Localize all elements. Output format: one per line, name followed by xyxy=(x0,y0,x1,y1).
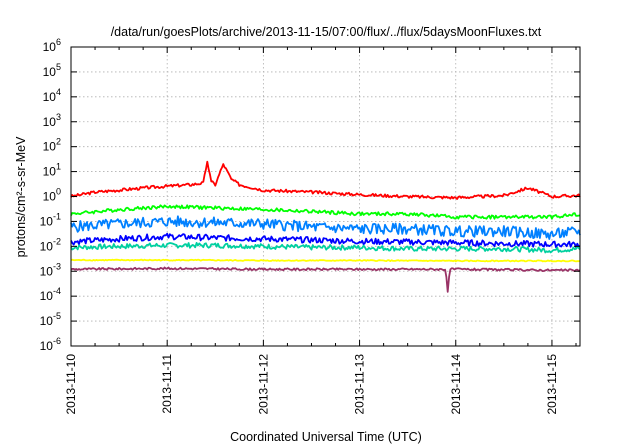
y-axis-ticks: 106 105 104 103 102 101 100 10-1 10-2 10-3 10-4 10-… xyxy=(40,37,580,353)
series-line-4 xyxy=(70,232,581,249)
x-tick-label: 2013-11-12 xyxy=(256,354,270,415)
chart-title: /data/run/goesPlots/archive/2013-11-15/0… xyxy=(111,25,542,39)
series-line-6 xyxy=(70,258,581,263)
y-tick-label: 102 xyxy=(43,137,61,154)
x-tick-label: 2013-11-10 xyxy=(64,354,78,415)
x-axis-ticks: 2013-11-10 2013-11-11 2013-11-12 2013-11-13… xyxy=(64,47,577,415)
x-tick-label: 2013-11-15 xyxy=(545,354,559,415)
y-tick-label: 10-5 xyxy=(40,311,61,328)
y-tick-label: 10-4 xyxy=(40,286,61,303)
series-line-1 xyxy=(70,160,581,200)
series-line-3 xyxy=(70,215,581,240)
x-tick-label: 2013-11-13 xyxy=(353,354,367,415)
y-tick-label: 103 xyxy=(43,112,61,129)
data-series-layer xyxy=(70,160,581,293)
x-axis-label: Coordinated Universal Time (UTC) xyxy=(230,430,422,444)
y-tick-label: 10-3 xyxy=(40,261,61,278)
y-tick-label: 105 xyxy=(43,62,61,79)
y-tick-label: 10-6 xyxy=(40,336,61,353)
y-axis-label: protons/cm²-s-sr-MeV xyxy=(14,136,28,258)
y-tick-label: 101 xyxy=(43,162,61,179)
series-line-7 xyxy=(70,266,581,293)
grid-lines xyxy=(71,47,580,346)
y-tick-label: 104 xyxy=(43,87,61,104)
y-tick-label: 106 xyxy=(43,37,61,54)
y-tick-label: 100 xyxy=(43,187,61,204)
series-line-2 xyxy=(70,204,581,220)
x-tick-label: 2013-11-14 xyxy=(449,354,463,415)
x-tick-label: 2013-11-11 xyxy=(160,354,174,414)
series-line-5 xyxy=(70,242,581,254)
y-tick-label: 10-2 xyxy=(40,236,61,253)
y-tick-label: 10-1 xyxy=(40,211,61,228)
